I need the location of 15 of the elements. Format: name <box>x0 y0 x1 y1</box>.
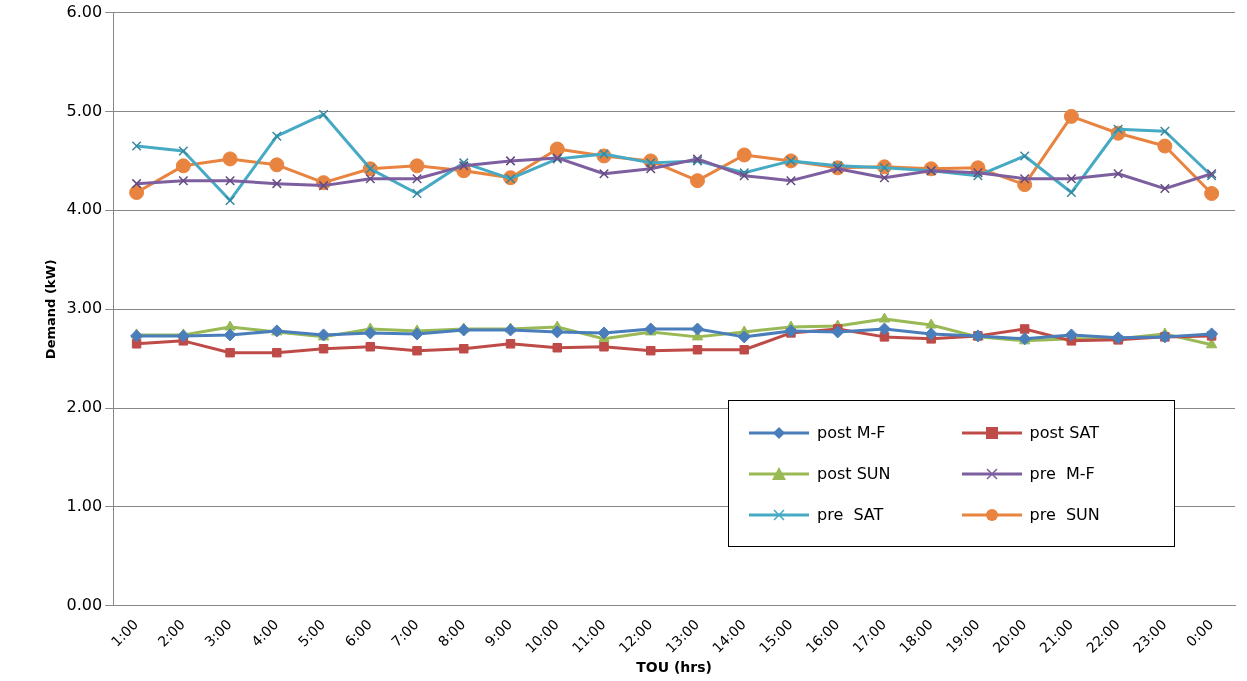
legend-label: pre SUN <box>1029 505 1100 524</box>
y-tick-label: 4.00 <box>66 199 103 219</box>
y-axis-title: Demand (kW) <box>43 259 59 360</box>
y-tick-label: 2.00 <box>66 397 103 417</box>
y-tick-label: 5.00 <box>66 100 103 120</box>
y-tick-label: 1.00 <box>66 496 103 516</box>
legend-label: post SUN <box>817 464 891 483</box>
y-tick-label: 0.00 <box>66 594 103 614</box>
y-tick-label: 3.00 <box>66 298 103 318</box>
legend-label: pre SAT <box>817 505 884 524</box>
legend-label: post M-F <box>817 423 886 442</box>
legend-label: pre M-F <box>1029 464 1095 483</box>
legend-label: post SAT <box>1029 423 1100 442</box>
x-axis-title: TOU (hrs) <box>636 659 712 676</box>
y-tick-label: 6.00 <box>66 1 103 21</box>
